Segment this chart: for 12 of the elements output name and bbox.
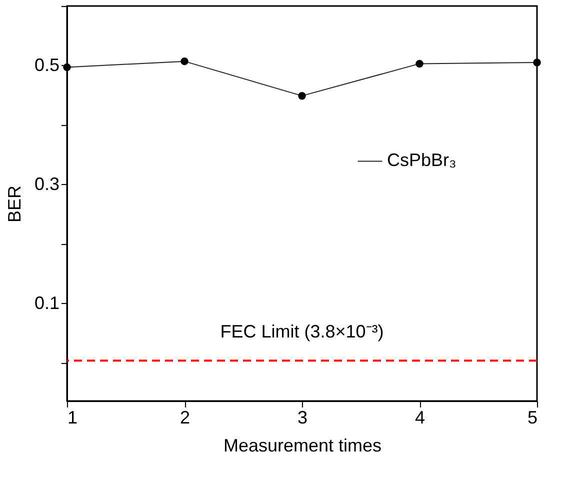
legend-label: CsPbBr₃ bbox=[387, 150, 456, 170]
y-tick-label: 0.5 bbox=[34, 54, 60, 75]
x-tick-label: 1 bbox=[68, 408, 78, 428]
ref-line-label: FEC Limit (3.8×10⁻³) bbox=[220, 322, 384, 342]
x-axis-title: Measurement times bbox=[223, 436, 382, 456]
y-tick-label: 0.3 bbox=[34, 174, 60, 194]
x-tick-label: 5 bbox=[527, 408, 538, 428]
y-axis-title: BER bbox=[4, 185, 24, 223]
x-tick-label: 2 bbox=[180, 408, 190, 428]
x-tick-label: 4 bbox=[414, 408, 426, 428]
y-tick-label: 0.1 bbox=[34, 292, 60, 313]
x-tick-label: 3 bbox=[297, 408, 308, 428]
